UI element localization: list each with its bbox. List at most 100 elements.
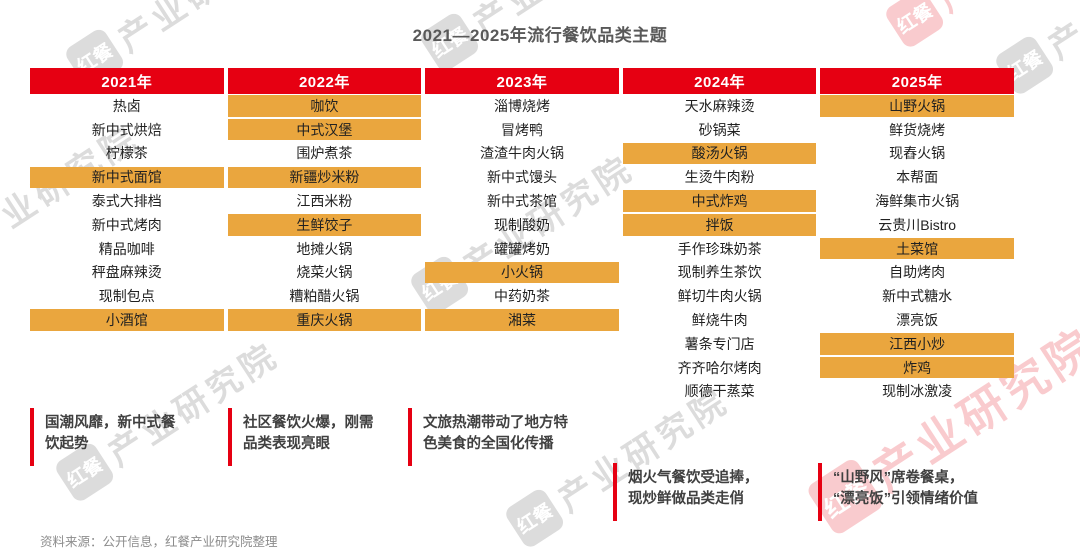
annotation-text: 烟火气餐饮受追捧， 现炒鲜做品类走俏 xyxy=(628,470,759,507)
category-item-label: 小酒馆 xyxy=(30,309,224,331)
category-item-label: 新中式馒头 xyxy=(486,169,557,186)
category-item-label: 中式炸鸡 xyxy=(622,190,817,212)
category-item-label: 渣渣牛肉火锅 xyxy=(479,145,564,162)
category-item-label: 现制包点 xyxy=(98,288,155,305)
category-item-highlighted: 山野火锅 xyxy=(820,94,1014,118)
category-item: 薯条专门店 xyxy=(623,332,817,356)
category-item: 新中式馒头 xyxy=(425,165,619,189)
category-item-label: 柠檬茶 xyxy=(105,145,148,162)
annotation-text: 文旅热潮带动了地方特 色美食的全国化传播 xyxy=(423,415,568,452)
category-item-label: 土菜馆 xyxy=(820,237,1014,260)
category-item-label: 漂亮饭 xyxy=(896,312,939,329)
category-item: 精品咖啡 xyxy=(30,237,224,261)
note-red-bar xyxy=(30,408,34,466)
year-column: 2025年 山野火锅 鲜货烧烤 现舂火锅 本帮面 海鲜集市火锅 云贵川Bistro 土菜馆 自助… xyxy=(820,68,1014,403)
category-item-highlighted: 新中式面馆 xyxy=(30,165,224,189)
category-item-label: 现制养生茶饮 xyxy=(677,264,762,281)
watermark-label: 产业研究院 xyxy=(927,0,1080,21)
year-table: 2021年 热卤 新中式烘焙 柠檬茶 新中式面馆 泰式大排档 新中式烤肉 精品咖啡 秤盘麻辣烫现… xyxy=(30,68,1014,403)
year-header: 2021年 xyxy=(30,68,224,94)
category-item-highlighted: 拌饭 xyxy=(622,213,817,237)
category-item-label: 糟粕醋火锅 xyxy=(289,288,360,305)
note-red-bar xyxy=(228,408,232,466)
category-item-label: 秤盘麻辣烫 xyxy=(91,264,162,281)
category-item-label: 新中式烤肉 xyxy=(91,216,162,233)
category-item: 现制养生茶饮 xyxy=(623,261,817,285)
category-item-label: 精品咖啡 xyxy=(98,240,155,257)
category-item-label: 罐罐烤奶 xyxy=(493,240,550,257)
category-item: 糟粕醋火锅 xyxy=(228,284,422,308)
category-item-highlighted: 湘菜 xyxy=(425,308,619,332)
category-item-label: 拌饭 xyxy=(622,214,817,236)
category-item-highlighted: 重庆火锅 xyxy=(227,308,422,332)
hongcan-logo-icon: 红餐 xyxy=(502,485,567,550)
category-item-label: 冒烤鸭 xyxy=(500,121,543,138)
category-item: 围炉煮茶 xyxy=(228,142,422,166)
category-item-label: 泰式大排档 xyxy=(91,193,162,210)
annotation-text: 国潮风靡，新中式餐 饮起势 xyxy=(45,415,176,452)
category-item: 现舂火锅 xyxy=(820,142,1014,166)
category-item: 淄博烧烤 xyxy=(425,94,619,118)
category-item-label: 现制酸奶 xyxy=(493,216,550,233)
category-item-label: 烧菜火锅 xyxy=(296,264,353,281)
category-item-highlighted: 新疆炒米粉 xyxy=(227,165,422,189)
category-item-label: 咖饮 xyxy=(227,95,422,117)
category-item-label: 新中式茶馆 xyxy=(486,193,557,210)
category-item-label: 酸汤火锅 xyxy=(622,142,817,165)
category-item-highlighted: 小火锅 xyxy=(425,261,619,285)
category-item-label: 淄博烧烤 xyxy=(493,97,550,114)
category-item: 渣渣牛肉火锅 xyxy=(425,142,619,166)
category-item-label: 鲜烧牛肉 xyxy=(691,312,748,329)
category-item: 现制冰激凌 xyxy=(820,380,1014,404)
category-item-label: 生鲜饺子 xyxy=(227,214,422,236)
category-item-label: 生烫牛肉粉 xyxy=(684,169,755,186)
category-item: 地摊火锅 xyxy=(228,237,422,261)
category-item: 新中式烘焙 xyxy=(30,118,224,142)
category-item-label: 新中式烘焙 xyxy=(91,121,162,138)
category-item: 烧菜火锅 xyxy=(228,261,422,285)
category-item: 新中式茶馆 xyxy=(425,189,619,213)
annotation-2023: 文旅热潮带动了地方特 色美食的全国化传播 xyxy=(408,408,623,466)
category-item-label: 中式汉堡 xyxy=(227,118,422,141)
category-item: 罐罐烤奶 xyxy=(425,237,619,261)
category-item: 冒烤鸭 xyxy=(425,118,619,142)
year-column: 2023年 淄博烧烤 冒烤鸭 渣渣牛肉火锅 新中式馒头 新中式茶馆 现制酸奶 罐罐烤奶 小火锅中… xyxy=(425,68,619,403)
category-item: 自助烤肉 xyxy=(820,261,1014,285)
year-column: 2021年 热卤 新中式烘焙 柠檬茶 新中式面馆 泰式大排档 新中式烤肉 精品咖啡 秤盘麻辣烫现… xyxy=(30,68,224,403)
category-item-highlighted: 江西小炒 xyxy=(820,332,1014,356)
category-item-label: 新中式面馆 xyxy=(30,166,224,188)
category-item-label: 山野火锅 xyxy=(820,95,1014,117)
annotation-text: 社区餐饮火爆，刚需 品类表现亮眼 xyxy=(243,415,374,452)
category-item-highlighted: 生鲜饺子 xyxy=(227,213,422,237)
category-item-label: 新中式糖水 xyxy=(882,288,953,305)
category-item: 秤盘麻辣烫 xyxy=(30,261,224,285)
year-header: 2023年 xyxy=(425,68,619,94)
category-item-label: 本帮面 xyxy=(896,169,939,186)
note-red-bar xyxy=(408,408,412,466)
category-item: 鲜烧牛肉 xyxy=(623,308,817,332)
category-item: 砂锅菜 xyxy=(623,118,817,142)
category-item: 漂亮饭 xyxy=(820,308,1014,332)
category-item: 新中式烤肉 xyxy=(30,213,224,237)
category-item-label: 新疆炒米粉 xyxy=(227,166,422,188)
category-item-highlighted: 小酒馆 xyxy=(30,308,224,332)
category-item-label: 江西米粉 xyxy=(296,193,353,210)
annotation-2024: 烟火气餐饮受追捧， 现炒鲜做品类走俏 xyxy=(613,463,818,521)
category-item-label: 地摊火锅 xyxy=(296,240,353,257)
category-item: 柠檬茶 xyxy=(30,142,224,166)
category-item-label: 齐齐哈尔烤肉 xyxy=(677,359,762,376)
category-item: 现制包点 xyxy=(30,284,224,308)
category-item: 海鲜集市火锅 xyxy=(820,189,1014,213)
category-item-label: 海鲜集市火锅 xyxy=(875,193,960,210)
category-item-label: 湘菜 xyxy=(425,309,619,331)
category-item-label: 云贵川Bistro xyxy=(878,216,957,233)
category-item: 顺德干蒸菜 xyxy=(623,380,817,404)
category-item-highlighted: 土菜馆 xyxy=(820,237,1014,261)
category-item-label: 炸鸡 xyxy=(820,356,1014,379)
category-item: 齐齐哈尔烤肉 xyxy=(623,356,817,380)
year-header: 2022年 xyxy=(227,68,422,94)
category-item-label: 薯条专门店 xyxy=(684,335,755,352)
category-item-label: 鲜货烧烤 xyxy=(889,121,946,138)
year-column: 2024年 天水麻辣烫 砂锅菜 酸汤火锅 生烫牛肉粉 中式炸鸡 拌饭 手作珍珠奶茶 现制养生茶饮… xyxy=(622,68,817,404)
